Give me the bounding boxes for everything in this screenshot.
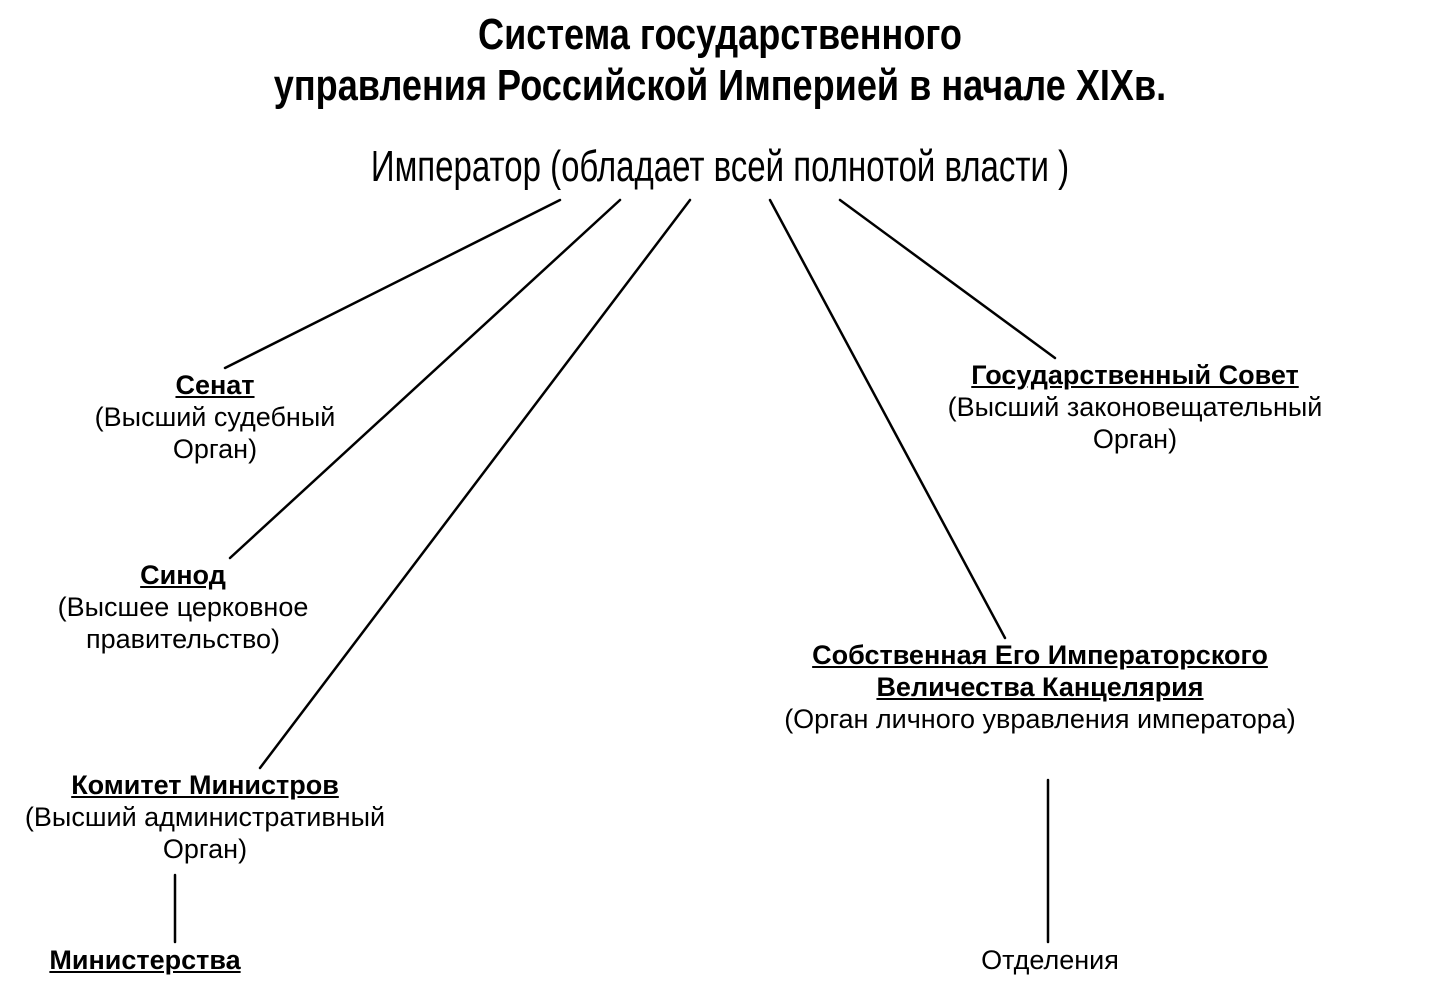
node-council-desc: (Высший законовещательный Орган)	[948, 392, 1323, 454]
node-departments-name: Отделения	[981, 945, 1119, 975]
node-synod: Синод (Высшее церковное правительство)	[18, 560, 348, 656]
subtitle-text: Император (обладает всей полнотой власти…	[371, 142, 1069, 191]
node-senate: Сенат (Высший судебный Орган)	[60, 370, 370, 466]
node-senate-desc: (Высший судебный Орган)	[95, 402, 336, 464]
node-council: Государственный Совет (Высший законовеща…	[920, 360, 1350, 456]
node-synod-desc: (Высшее церковное правительство)	[58, 592, 309, 654]
node-ministries: Министерства	[20, 945, 270, 977]
diagram-title: Система государственного управления Росс…	[130, 10, 1311, 111]
diagram-canvas: Система государственного управления Росс…	[0, 0, 1440, 996]
node-chancery-desc: (Орган личного увравления императора)	[784, 704, 1296, 734]
title-line-2: управления Российской Империей в начале …	[274, 61, 1166, 110]
node-chancery: Собственная Его Императорского Величеств…	[760, 640, 1320, 736]
node-ministries-name: Министерства	[49, 945, 240, 975]
node-committee: Комитет Министров (Высший административн…	[20, 770, 390, 866]
node-departments: Отделения	[950, 945, 1150, 977]
node-council-name: Государственный Совет	[971, 360, 1299, 390]
node-chancery-name: Собственная Его Императорского Величеств…	[812, 640, 1268, 702]
node-synod-name: Синод	[140, 560, 226, 590]
title-line-1: Система государственного	[478, 10, 962, 59]
node-committee-name: Комитет Министров	[71, 770, 339, 800]
node-senate-name: Сенат	[175, 370, 254, 400]
diagram-subtitle: Император (обладает всей полнотой власти…	[180, 142, 1260, 192]
node-committee-desc: (Высший административный Орган)	[25, 802, 385, 864]
